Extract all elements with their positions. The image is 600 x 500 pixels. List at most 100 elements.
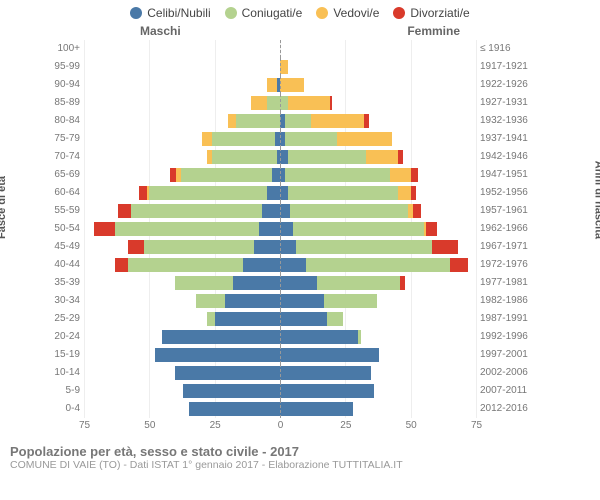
bar-segment (290, 204, 408, 218)
bar-segment (288, 186, 398, 200)
age-row: 65-691947-1951 (45, 166, 535, 184)
bar-segment (293, 222, 424, 236)
bar-segment (358, 330, 361, 344)
bar-male (84, 96, 280, 110)
bar-female (280, 42, 476, 56)
center-line (280, 202, 281, 220)
birth-year-label: 1927-1931 (476, 98, 535, 108)
bar-segment (262, 204, 280, 218)
bar-pair (84, 220, 476, 238)
age-label: 30-34 (45, 296, 84, 306)
age-label: 5-9 (45, 386, 84, 396)
bar-segment (450, 258, 468, 272)
center-line (280, 58, 281, 76)
bar-segment (280, 150, 288, 164)
bar-segment (189, 402, 280, 416)
bar-female (280, 384, 476, 398)
center-line (280, 238, 281, 256)
bar-segment (390, 168, 411, 182)
bar-male (84, 150, 280, 164)
bar-pair (84, 382, 476, 400)
bar-segment (175, 276, 232, 290)
age-label: 40-44 (45, 260, 84, 270)
age-row: 50-541962-1966 (45, 220, 535, 238)
bar-segment (155, 348, 280, 362)
bar-female (280, 276, 476, 290)
birth-year-label: 2002-2006 (476, 368, 535, 378)
bar-pair (84, 148, 476, 166)
bar-male (84, 294, 280, 308)
age-label: 20-24 (45, 332, 84, 342)
age-label: 95-99 (45, 62, 84, 72)
birth-year-label: 1917-1921 (476, 62, 535, 72)
bar-segment (280, 78, 304, 92)
bar-segment (115, 222, 259, 236)
bar-segment (162, 330, 280, 344)
legend-label: Divorziati/e (410, 6, 469, 20)
age-row: 0-42012-2016 (45, 400, 535, 418)
age-label: 75-79 (45, 134, 84, 144)
bar-segment (296, 240, 432, 254)
bar-segment (288, 150, 366, 164)
population-pyramid-chart: Celibi/Nubili Coniugati/e Vedovi/e Divor… (0, 0, 600, 500)
bar-male (84, 60, 280, 74)
center-line (280, 400, 281, 418)
age-label: 65-69 (45, 170, 84, 180)
age-label: 15-19 (45, 350, 84, 360)
legend-item-vedovi: Vedovi/e (316, 6, 379, 20)
age-label: 80-84 (45, 116, 84, 126)
birth-year-label: 1987-1991 (476, 314, 535, 324)
bar-female (280, 240, 476, 254)
bar-pair (84, 202, 476, 220)
legend-swatch (316, 7, 328, 19)
bar-segment (243, 258, 280, 272)
age-row: 60-641952-1956 (45, 184, 535, 202)
bar-segment (267, 96, 280, 110)
bar-segment (280, 276, 317, 290)
bar-female (280, 186, 476, 200)
bar-segment (118, 204, 131, 218)
bar-pair (84, 328, 476, 346)
side-title-female: Femmine (407, 24, 460, 38)
bar-segment (311, 114, 363, 128)
bar-male (84, 384, 280, 398)
bar-segment (259, 222, 280, 236)
bar-pair (84, 130, 476, 148)
bar-segment (413, 204, 421, 218)
bar-segment (128, 240, 144, 254)
birth-year-label: 1932-1936 (476, 116, 535, 126)
age-label: 25-29 (45, 314, 84, 324)
center-line (280, 166, 281, 184)
bar-segment (215, 312, 280, 326)
bar-pair (84, 112, 476, 130)
bar-segment (280, 294, 324, 308)
bar-segment (212, 132, 275, 146)
age-label: 70-74 (45, 152, 84, 162)
age-row: 70-741942-1946 (45, 148, 535, 166)
legend-item-coniugati: Coniugati/e (225, 6, 303, 20)
bar-male (84, 186, 280, 200)
center-line (280, 382, 281, 400)
bar-segment (324, 294, 376, 308)
footer-title: Popolazione per età, sesso e stato civil… (10, 444, 590, 459)
bar-segment (251, 96, 267, 110)
bar-pair (84, 292, 476, 310)
bar-male (84, 366, 280, 380)
legend-swatch (225, 7, 237, 19)
bar-pair (84, 58, 476, 76)
age-row: 75-791937-1941 (45, 130, 535, 148)
bar-female (280, 114, 476, 128)
legend: Celibi/Nubili Coniugati/e Vedovi/e Divor… (0, 0, 600, 24)
bar-segment (280, 258, 306, 272)
bar-segment (139, 186, 147, 200)
age-label: 60-64 (45, 188, 84, 198)
birth-year-label: ≤ 1916 (476, 44, 535, 54)
bar-segment (280, 402, 353, 416)
age-row: 35-391977-1981 (45, 274, 535, 292)
age-row: 10-142002-2006 (45, 364, 535, 382)
bar-male (84, 78, 280, 92)
legend-item-divorziati: Divorziati/e (393, 6, 469, 20)
bar-segment (398, 186, 411, 200)
bar-segment (131, 204, 262, 218)
birth-year-label: 1972-1976 (476, 260, 535, 270)
